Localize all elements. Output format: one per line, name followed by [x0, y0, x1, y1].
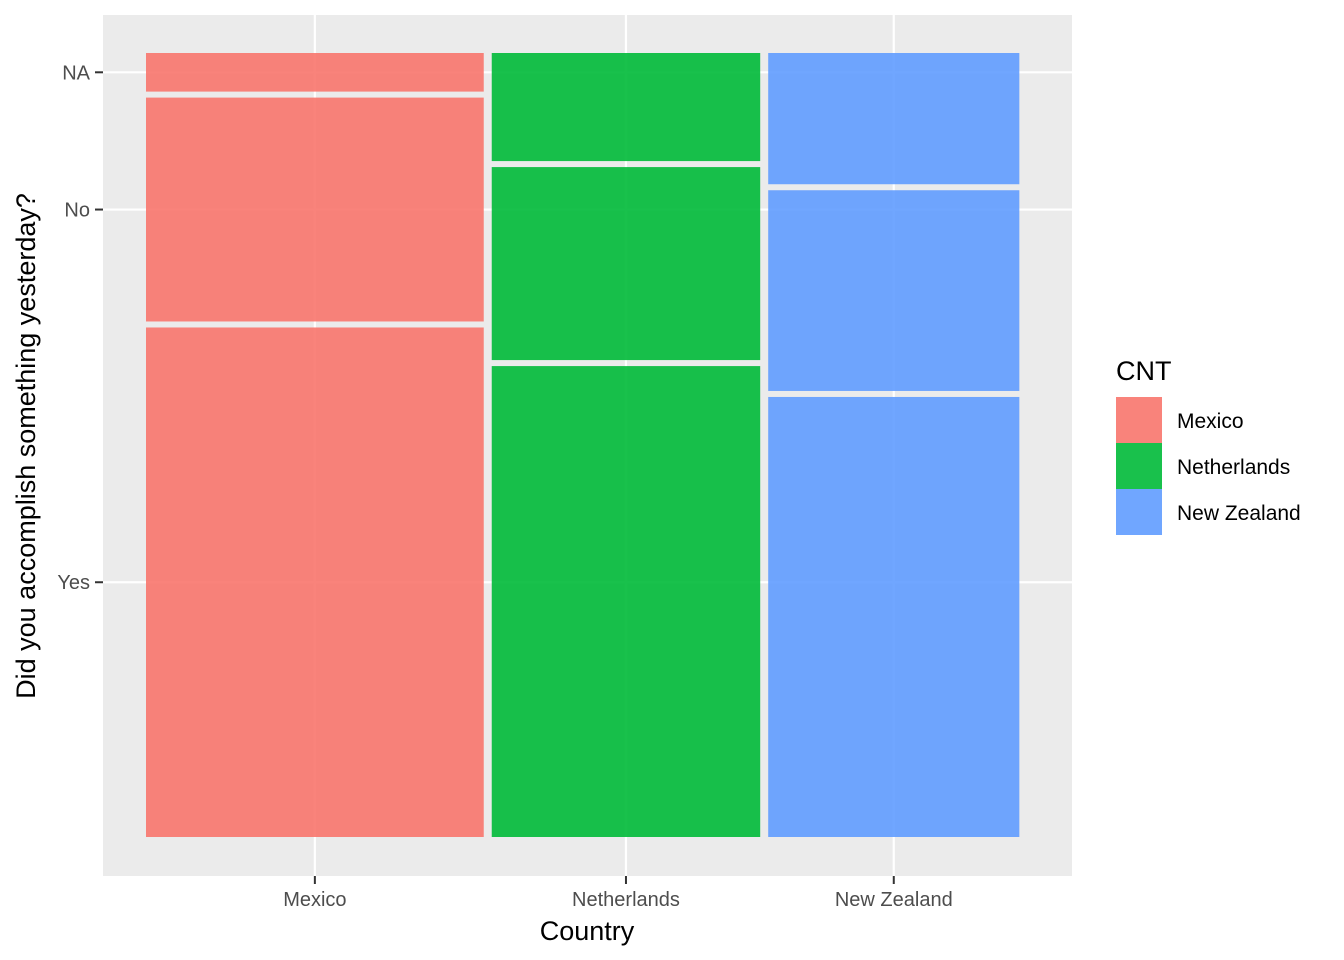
tile-new-zealand-na [768, 53, 1020, 185]
tile-netherlands-no [491, 167, 761, 361]
legend-label: New Zealand [1177, 502, 1301, 525]
y-tick-label: Yes [57, 572, 90, 594]
x-tick-label: New Zealand [835, 889, 953, 911]
tile-mexico-no [146, 97, 484, 322]
tile-netherlands-na [491, 53, 761, 162]
legend-key [1116, 443, 1162, 489]
tile-mexico-yes [146, 327, 484, 837]
tile-netherlands-yes [491, 366, 761, 837]
x-axis-title: Country [540, 916, 635, 946]
legend-key [1116, 489, 1162, 535]
legend-label: Netherlands [1177, 456, 1290, 479]
axes: Mexico Netherlands New Zealand Yes No NA [57, 62, 952, 911]
tile-mexico-na [146, 53, 484, 92]
mosaic-tiles [146, 53, 1020, 837]
x-tick-label: Mexico [283, 889, 346, 911]
legend-label: Mexico [1177, 410, 1244, 433]
legend-key [1116, 397, 1162, 443]
tile-new-zealand-yes [768, 396, 1020, 837]
legend-items: Mexico Netherlands New Zealand [1116, 397, 1301, 535]
legend-title: CNT [1116, 356, 1172, 386]
y-tick-label: No [64, 200, 90, 222]
y-tick-label: NA [62, 62, 90, 84]
legend: CNT Mexico Netherlands New Zealand [1116, 356, 1301, 535]
x-tick-label: Netherlands [572, 889, 680, 911]
tile-new-zealand-no [768, 190, 1020, 391]
y-axis-title: Did you accomplish something yesterday? [11, 193, 41, 699]
